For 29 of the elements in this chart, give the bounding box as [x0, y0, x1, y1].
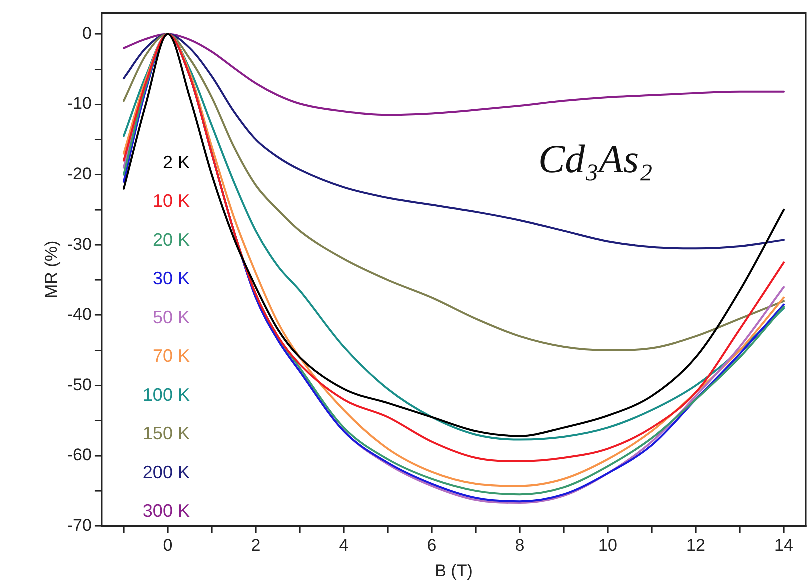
x-tick-label: 6 [427, 536, 437, 556]
annotation: Cd₃As₂ [538, 136, 653, 182]
y-tick-label: 0 [82, 24, 92, 43]
y-tick-label: -30 [67, 234, 92, 254]
text: 30 K [152, 268, 190, 289]
text: 70 K [152, 346, 190, 366]
series-label: 10 K [152, 191, 190, 212]
text: 150 K [142, 424, 190, 444]
y-axis-title: MR (%) [42, 240, 61, 299]
x-tick-label: 4 [339, 536, 349, 556]
text: 100 K [142, 384, 190, 405]
x-tick-label: 10 [598, 536, 618, 556]
x-tick-label: 2 [251, 536, 261, 556]
series-label: 2 K [162, 152, 190, 172]
y-tick-label: -50 [67, 375, 92, 394]
y-tick-label: -10 [67, 94, 92, 114]
y-tick-label: -20 [67, 164, 92, 184]
y-tick-label: -40 [67, 305, 92, 324]
text: 20 K [152, 230, 190, 250]
x-axis-title: B (T) [435, 561, 473, 580]
y-tick-label: -70 [67, 516, 92, 535]
x-tick-label: 0 [163, 536, 173, 556]
text: 200 K [142, 462, 190, 482]
x-tick-label: 8 [515, 536, 525, 556]
y-tick-label: -60 [67, 446, 92, 465]
text: 300 K [142, 501, 190, 522]
x-tick-label: 12 [686, 536, 706, 556]
text: 50 K [152, 307, 190, 328]
x-tick-label: 14 [774, 536, 794, 556]
